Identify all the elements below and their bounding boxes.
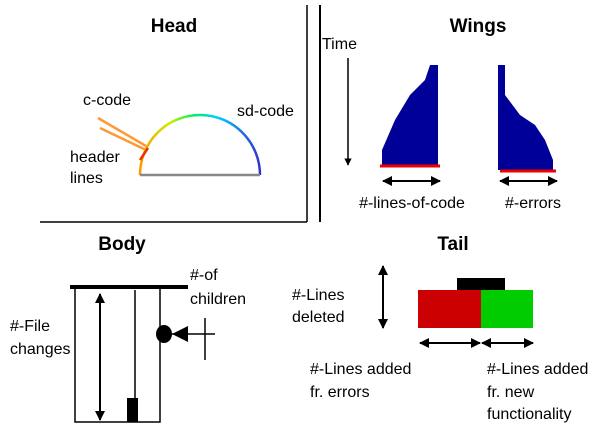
children-label: children [190, 291, 246, 308]
time-label: Time [322, 36, 357, 53]
c-code-label: c-code [83, 92, 131, 109]
fr-new-label: fr. new [487, 384, 535, 401]
lines-deleted-label: #-Lines [292, 287, 344, 304]
lines-of-code-label: #-lines-of-code [359, 195, 465, 212]
changes-label: changes [10, 341, 71, 358]
fr-errors-label: fr. errors [310, 384, 370, 401]
body-title: Body [98, 234, 146, 255]
header-label: header [70, 149, 120, 166]
head-arc [138, 113, 262, 176]
functionality-label: functionality [487, 406, 572, 423]
head-panel: Head c-code header lines sd-code [40, 5, 308, 223]
deleted-label: deleted [292, 309, 345, 326]
body-panel: Body #-File changes #-of children [10, 234, 246, 423]
sd-code-label: sd-code [237, 103, 294, 120]
of-label: #-of [190, 267, 218, 284]
head-title: Head [151, 16, 197, 37]
added-new-label: #-Lines added [487, 361, 588, 378]
tail-panel: Tail #-Lines deleted #-Lines added fr. e… [292, 234, 588, 423]
wings-panel: Wings Time #-lines-of-code #-errors [319, 5, 561, 222]
added-errors-label: #-Lines added [310, 361, 411, 378]
errors-label: #-errors [505, 195, 561, 212]
file-label: #-File [10, 318, 50, 335]
lines-label: lines [70, 170, 103, 187]
wings-title: Wings [450, 16, 507, 37]
tail-title: Tail [437, 234, 468, 255]
